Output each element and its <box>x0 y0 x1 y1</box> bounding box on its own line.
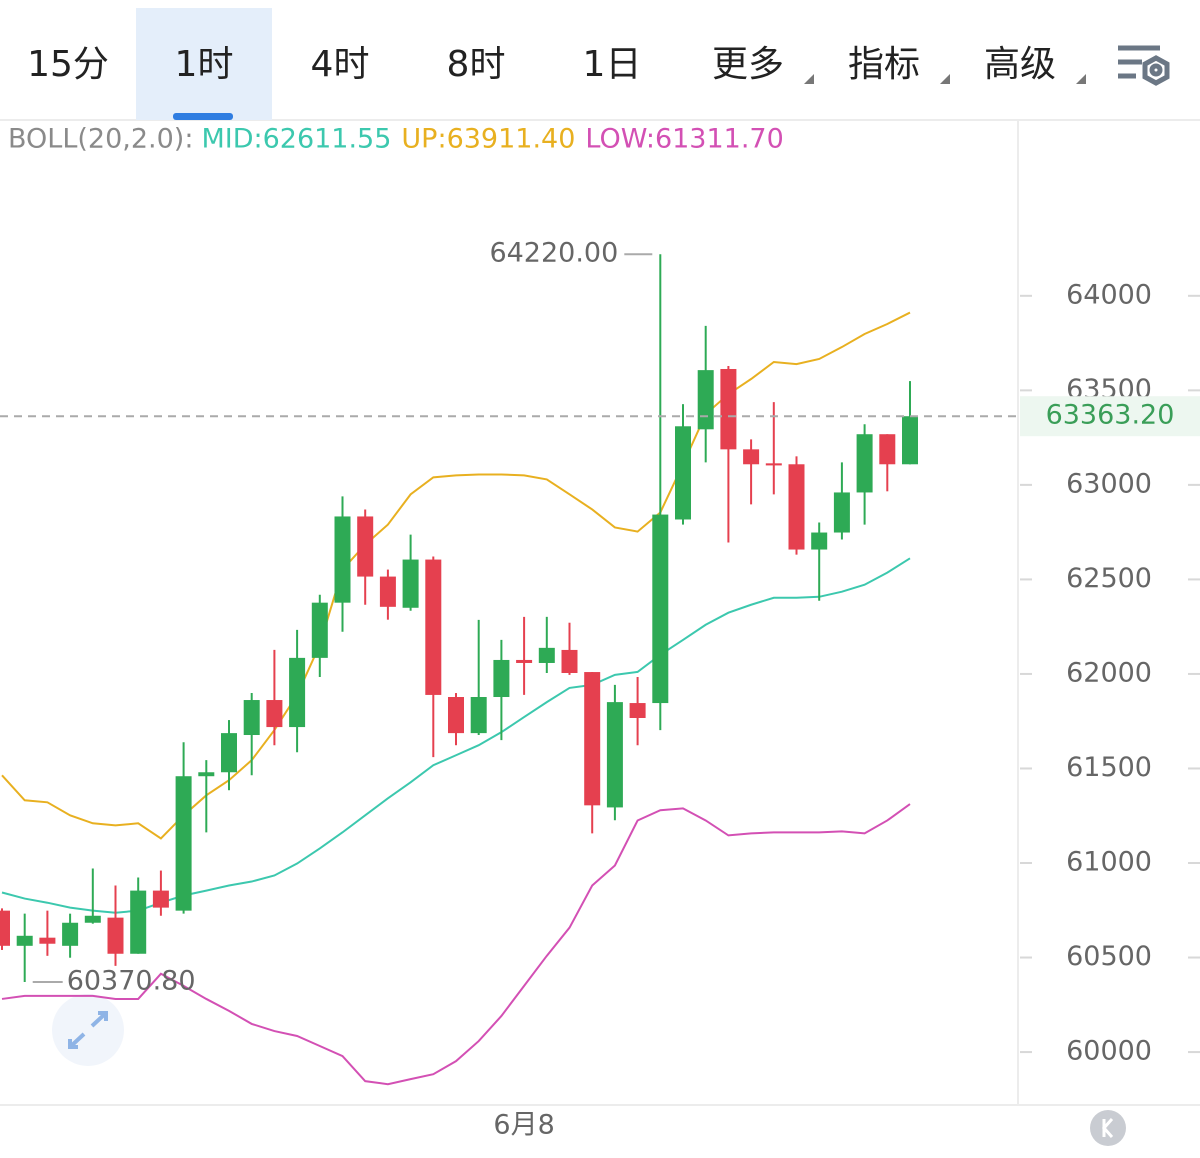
candle-body <box>743 449 760 465</box>
candle-body <box>584 672 601 806</box>
band-line <box>1 311 911 840</box>
candle-body <box>311 602 328 658</box>
tab[interactable]: 8时 <box>447 44 506 85</box>
last-price-box <box>1020 396 1200 437</box>
candle-body <box>788 464 805 550</box>
candle-body <box>470 697 487 734</box>
collapse-glyph <box>1101 1118 1114 1138</box>
last-price-label: 63363.20 <box>1046 400 1175 431</box>
y-tick-label: 61000 <box>1066 847 1152 878</box>
candle-body <box>425 559 442 695</box>
candle-body <box>16 935 33 946</box>
legend-entry: LOW:61311.70 <box>585 124 783 155</box>
y-tick-label: 60500 <box>1066 941 1152 972</box>
candle-body <box>62 922 79 946</box>
candle-body <box>629 703 646 718</box>
candle-body <box>39 937 56 944</box>
candle-body <box>198 772 215 777</box>
high-marker-label: 64220.00 <box>489 238 618 269</box>
y-tick-label: 61500 <box>1066 752 1152 783</box>
candle-body <box>697 370 714 430</box>
tab[interactable]: 4时 <box>311 44 370 85</box>
tab[interactable]: 更多 <box>712 44 814 85</box>
collapse-circle <box>1090 1110 1126 1146</box>
candle-body <box>107 917 124 954</box>
candle-body <box>152 890 169 908</box>
tab-label: 1日 <box>583 44 642 85</box>
tab-label: 8时 <box>447 44 506 85</box>
tab-label: 指标 <box>848 44 920 85</box>
candle-body <box>516 659 533 663</box>
y-tick-label: 63000 <box>1066 468 1152 499</box>
dropdown-caret <box>940 74 950 84</box>
low-marker-label: 60370.80 <box>67 965 196 996</box>
candle-body <box>84 915 101 923</box>
candle-body <box>130 890 147 954</box>
candle-body <box>266 700 283 728</box>
tab[interactable]: 1日 <box>583 44 642 85</box>
candle-body <box>175 776 192 911</box>
candle-body <box>720 368 737 450</box>
candle-body <box>448 697 464 734</box>
candle-body <box>856 434 873 493</box>
y-tick-label: 60000 <box>1066 1036 1152 1067</box>
y-tick-label: 64000 <box>1066 279 1152 310</box>
band-line <box>1 803 911 1086</box>
active-tab-indicator <box>173 113 233 120</box>
indicator-label: BOLL(20,2.0): <box>8 124 193 155</box>
y-tick-label: 62000 <box>1066 657 1152 688</box>
candle-body <box>902 416 918 465</box>
tab-label: 高级 <box>984 44 1056 85</box>
tab[interactable]: 指标 <box>848 44 950 85</box>
tab[interactable]: 高级 <box>984 44 1086 85</box>
candle-body <box>833 492 850 533</box>
candle-body <box>765 463 782 466</box>
candle-body <box>0 910 10 946</box>
tab-label: 1时 <box>175 44 234 85</box>
candle-body <box>402 559 419 608</box>
y-tick-label: 62500 <box>1066 563 1152 594</box>
candle-body <box>221 733 237 773</box>
candle-body <box>879 434 896 465</box>
legend-entry: MID:62611.55 <box>201 124 391 155</box>
candle-body <box>675 426 691 520</box>
tab[interactable]: 15分 <box>27 44 109 85</box>
candle-body <box>652 514 669 704</box>
settings-icon[interactable] <box>1118 45 1170 86</box>
candle-body <box>811 532 828 550</box>
collapse-button[interactable] <box>1090 1110 1126 1146</box>
tab[interactable]: 1时 <box>175 44 234 85</box>
dropdown-caret <box>1076 74 1086 84</box>
candle-body <box>493 659 510 698</box>
tab-label: 4时 <box>311 44 370 85</box>
icon-gear <box>1142 55 1170 86</box>
candle-body <box>606 702 623 808</box>
icon-gear-center <box>1149 63 1163 77</box>
candle-body <box>379 576 396 607</box>
candle-body <box>243 700 260 736</box>
active-tab-bg <box>136 8 272 120</box>
dropdown-caret <box>804 74 814 84</box>
tab-label: 15分 <box>27 44 109 85</box>
expand-button[interactable] <box>52 994 124 1066</box>
candle-body <box>561 649 578 673</box>
candle-body <box>334 516 351 603</box>
expand-arrows <box>68 1011 108 1049</box>
tab-label: 更多 <box>712 44 784 85</box>
expand-circle <box>52 994 124 1066</box>
x-tick-label: 6月8 <box>493 1110 554 1141</box>
candle-body <box>289 657 306 728</box>
candle-body <box>357 516 374 577</box>
legend-entry: UP:63911.40 <box>401 124 575 155</box>
plot-area <box>0 254 918 1086</box>
candle-body <box>538 647 555 663</box>
